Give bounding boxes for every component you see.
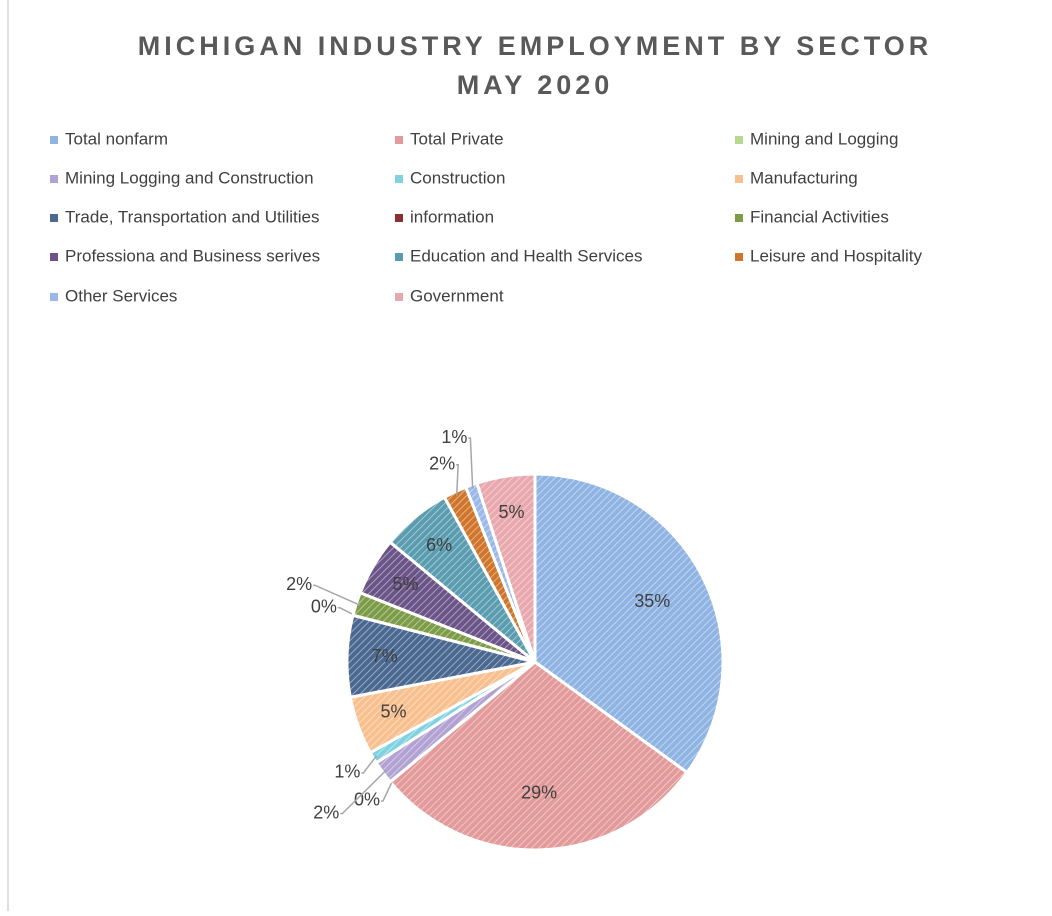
data-label: 1% bbox=[441, 427, 467, 447]
data-label: 0% bbox=[354, 790, 380, 810]
data-label: 35% bbox=[634, 591, 670, 611]
leader-line bbox=[468, 437, 474, 489]
legend-marker bbox=[735, 253, 743, 261]
legend-marker bbox=[735, 136, 743, 144]
legend-label: Trade, Transportation and Utilities bbox=[65, 207, 320, 226]
leader-line bbox=[361, 755, 378, 774]
data-label: 5% bbox=[380, 702, 406, 722]
legend-marker bbox=[395, 214, 403, 222]
legend-label: Professiona and Business serives bbox=[65, 246, 320, 265]
legend-label: Financial Activities bbox=[750, 207, 889, 226]
leader-line bbox=[381, 778, 394, 802]
legend-marker bbox=[50, 136, 58, 144]
legend-label: information bbox=[410, 207, 494, 226]
data-label: 5% bbox=[498, 502, 524, 522]
legend-label: Leisure and Hospitality bbox=[750, 246, 922, 265]
legend-marker bbox=[735, 175, 743, 183]
legend-marker bbox=[395, 253, 403, 261]
chart-subtitle: MAY 2020 bbox=[457, 70, 614, 100]
legend-marker bbox=[50, 175, 58, 183]
data-label: 1% bbox=[334, 762, 360, 782]
data-label: 7% bbox=[372, 646, 398, 666]
legend-marker bbox=[395, 136, 403, 144]
legend-marker bbox=[50, 293, 58, 301]
legend-marker bbox=[50, 253, 58, 261]
data-label: 2% bbox=[313, 802, 339, 822]
leader-line bbox=[455, 463, 459, 496]
legend-label: Construction bbox=[410, 168, 505, 187]
pie-slice bbox=[533, 472, 725, 775]
pie-slice bbox=[388, 660, 690, 852]
pie-slice bbox=[475, 472, 537, 663]
legend-label: Mining and Logging bbox=[750, 129, 898, 148]
leader-line bbox=[313, 584, 361, 606]
legend-marker bbox=[395, 175, 403, 183]
chart-title: MICHIGAN INDUSTRY EMPLOYMENT BY SECTOR bbox=[138, 31, 933, 61]
legend-label: Total Private bbox=[410, 129, 504, 148]
data-label: 2% bbox=[286, 574, 312, 594]
legend-label: Manufacturing bbox=[750, 168, 858, 187]
legend-label: Total nonfarm bbox=[65, 129, 168, 148]
legend-label: Government bbox=[410, 286, 504, 305]
legend-marker bbox=[50, 214, 58, 222]
data-label: 5% bbox=[393, 574, 419, 594]
data-label: 2% bbox=[429, 453, 455, 473]
data-label: 29% bbox=[521, 782, 557, 802]
leader-line bbox=[340, 769, 387, 815]
data-label: 6% bbox=[426, 535, 452, 555]
legend-label: Education and Health Services bbox=[410, 246, 642, 265]
leader-line bbox=[337, 607, 358, 617]
data-label: 0% bbox=[311, 597, 337, 617]
legend-marker bbox=[395, 293, 403, 301]
legend-label: Other Services bbox=[65, 286, 177, 305]
legend-label: Mining Logging and Construction bbox=[65, 168, 314, 187]
legend-marker bbox=[735, 214, 743, 222]
